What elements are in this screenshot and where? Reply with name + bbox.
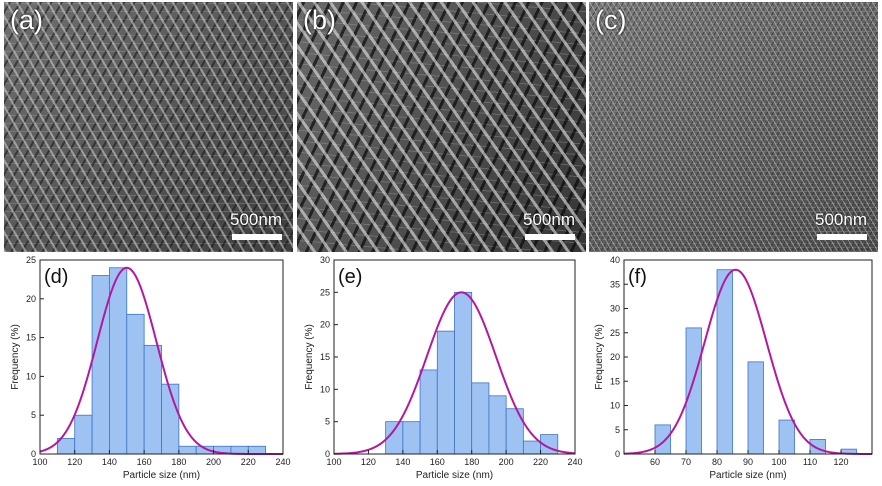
histogram-bar — [522, 440, 541, 455]
histogram-bar — [247, 445, 267, 455]
plot-frame — [39, 259, 284, 455]
y-tick-label: 40 — [610, 255, 620, 265]
sem-image-a: (a) 500nm — [4, 2, 293, 252]
x-tick-label: 240 — [567, 457, 582, 467]
histogram-bar — [126, 313, 145, 455]
scale-bar-a — [232, 234, 282, 240]
x-tick-label: 200 — [206, 457, 221, 467]
x-tick-label: 90 — [743, 457, 753, 467]
y-tick-label: 20 — [26, 294, 36, 304]
y-tick-label: 0 — [615, 449, 620, 459]
histogram-bar — [161, 383, 180, 455]
histogram-chart-d: 100 120 140 160 180 200 220 240 0 5 10 15 20 25 Partic… — [10, 255, 291, 481]
y-tick-label: 0 — [31, 449, 36, 459]
y-tick-label: 20 — [610, 352, 620, 362]
panel-label-b: (b) — [303, 5, 336, 35]
x-tick-label: 180 — [464, 457, 479, 467]
x-tick-label: 100 — [32, 457, 47, 467]
x-tick-label: 160 — [137, 457, 152, 467]
y-tick-label: 10 — [26, 371, 36, 381]
x-axis-title: Particle size (nm) — [123, 470, 200, 481]
scale-bar-text-c: 500nm — [815, 210, 867, 229]
histogram-bar — [74, 414, 93, 455]
x-tick-label: 60 — [650, 457, 660, 467]
scale-bar-text-a: 500nm — [230, 210, 282, 229]
y-tick-label: 30 — [320, 255, 330, 265]
panel-label-c: (c) — [595, 5, 627, 35]
x-axis-title: Particle size (nm) — [709, 470, 786, 481]
x-tick-label: 140 — [102, 457, 117, 467]
y-tick-label: 35 — [610, 279, 620, 289]
histogram-bar — [488, 395, 507, 455]
histogram-bar — [747, 361, 764, 455]
sem-image-b: (b) 500nm — [297, 2, 586, 252]
x-tick-label: 100 — [326, 457, 341, 467]
x-tick-label: 80 — [712, 457, 722, 467]
x-tick-label: 180 — [171, 457, 186, 467]
y-tick-label: 30 — [610, 304, 620, 314]
y-tick-label: 0 — [325, 449, 330, 459]
y-tick-label: 20 — [320, 320, 330, 330]
panel-label-a: (a) — [10, 5, 43, 35]
panel-label: (f) — [628, 266, 647, 288]
y-axis-title: Frequency (%) — [304, 324, 315, 390]
x-tick-label: 110 — [803, 457, 817, 467]
histogram-bar — [402, 421, 421, 455]
x-tick-label: 160 — [430, 457, 445, 467]
histogram-bar — [716, 269, 733, 455]
x-tick-label: 140 — [395, 457, 410, 467]
scale-bar-b — [525, 234, 575, 240]
y-axis-title: Frequency (%) — [10, 324, 21, 390]
x-axis-title: Particle size (nm) — [416, 470, 493, 481]
x-tick-label: 120 — [361, 457, 376, 467]
histogram-bar — [471, 382, 490, 455]
y-tick-label: 15 — [26, 333, 36, 343]
panel-label: (e) — [338, 266, 362, 288]
histogram-bar — [178, 445, 197, 455]
x-tick-label: 120 — [67, 457, 82, 467]
y-tick-label: 25 — [320, 287, 330, 297]
histogram-chart-e: 100 120 140 160 180 200 220 240 0 5 10 15 20 25 30 Part… — [304, 255, 583, 481]
histogram-bar — [654, 424, 671, 455]
y-tick-label: 5 — [615, 425, 620, 435]
y-tick-label: 25 — [610, 328, 620, 338]
y-tick-label: 10 — [610, 401, 620, 411]
y-tick-label: 5 — [31, 410, 36, 420]
gaussian-fit-curve — [333, 291, 576, 455]
histogram-bar — [419, 369, 438, 455]
histogram-bar — [436, 330, 455, 455]
x-tick-label: 100 — [771, 457, 786, 467]
histogram-bar — [109, 267, 128, 455]
scale-bar-c — [817, 234, 867, 240]
histogram-bar — [454, 291, 473, 455]
y-tick-label: 10 — [320, 384, 330, 394]
sem-image-c: (c) 500nm — [589, 2, 878, 252]
x-tick-label: 220 — [533, 457, 548, 467]
x-tick-label: 220 — [241, 457, 256, 467]
histogram-bar — [778, 419, 795, 455]
gaussian-fit-curve — [623, 268, 872, 455]
histogram-bar — [143, 344, 162, 455]
y-tick-label: 15 — [610, 376, 620, 386]
x-tick-label: 120 — [833, 457, 848, 467]
histogram-bar — [809, 439, 826, 455]
x-tick-label: 200 — [499, 457, 514, 467]
x-tick-label: 240 — [275, 457, 290, 467]
histogram-bar — [685, 327, 702, 455]
histogram-bar — [91, 275, 110, 455]
x-tick-label: 70 — [681, 457, 691, 467]
y-tick-label: 5 — [325, 417, 330, 427]
panel-label: (d) — [44, 266, 68, 288]
y-tick-label: 25 — [26, 255, 36, 265]
y-axis-title: Frequency (%) — [594, 324, 605, 390]
y-tick-label: 15 — [320, 352, 330, 362]
scale-bar-text-b: 500nm — [523, 210, 575, 229]
histogram-chart-f: 60 70 80 90 100 110 120 0 5 10 15 20 25 30 35 40 Particl… — [594, 255, 873, 481]
